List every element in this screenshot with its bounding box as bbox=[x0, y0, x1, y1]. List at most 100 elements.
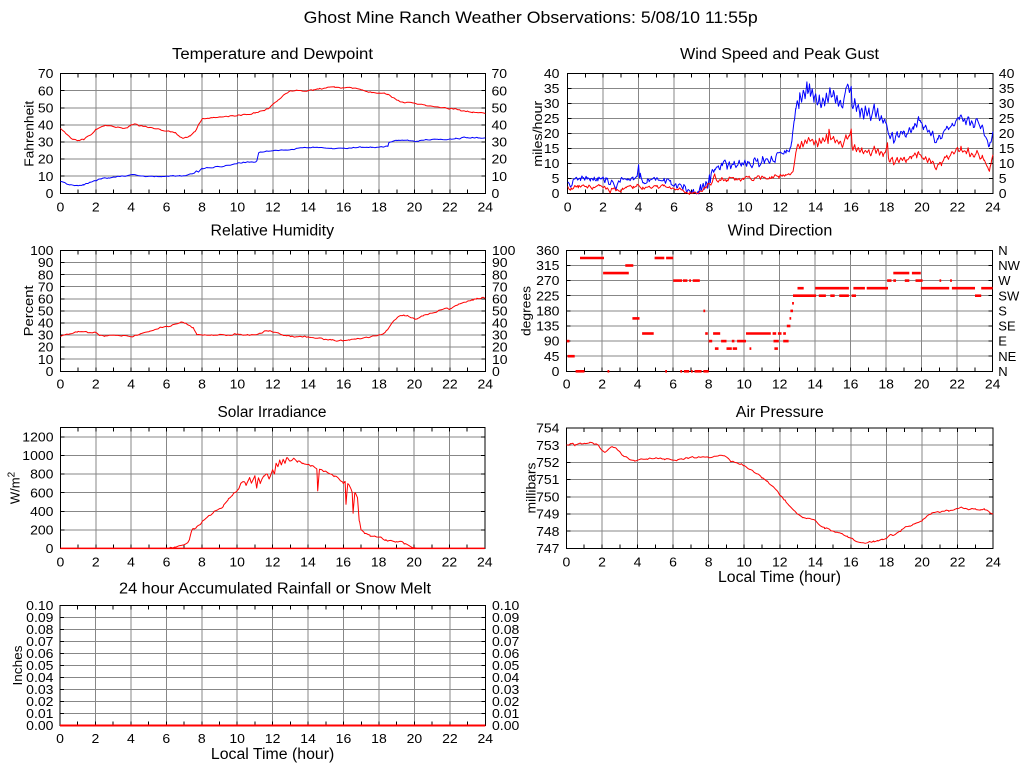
svg-text:0.04: 0.04 bbox=[26, 670, 53, 685]
svg-text:14: 14 bbox=[807, 377, 823, 392]
svg-text:0: 0 bbox=[46, 186, 54, 201]
svg-text:20: 20 bbox=[407, 199, 423, 214]
svg-text:0.00: 0.00 bbox=[26, 718, 53, 733]
svg-text:200: 200 bbox=[30, 522, 53, 537]
svg-text:18: 18 bbox=[878, 377, 894, 392]
svg-text:6: 6 bbox=[670, 199, 678, 214]
svg-text:15: 15 bbox=[544, 141, 560, 156]
svg-text:Fahrenheit: Fahrenheit bbox=[22, 100, 37, 166]
svg-text:20: 20 bbox=[38, 340, 54, 355]
svg-text:10: 10 bbox=[229, 731, 245, 746]
svg-text:50: 50 bbox=[38, 304, 54, 319]
svg-text:45: 45 bbox=[544, 349, 560, 364]
svg-text:80: 80 bbox=[38, 267, 54, 282]
svg-text:800: 800 bbox=[30, 467, 53, 482]
svg-text:millibars: millibars bbox=[523, 462, 538, 514]
svg-text:90: 90 bbox=[544, 334, 560, 349]
svg-text:18: 18 bbox=[879, 554, 895, 569]
svg-text:752: 752 bbox=[536, 455, 559, 470]
svg-text:14: 14 bbox=[808, 554, 824, 569]
svg-text:degrees: degrees bbox=[518, 285, 533, 336]
svg-text:12: 12 bbox=[773, 199, 789, 214]
svg-text:12: 12 bbox=[772, 377, 788, 392]
svg-text:24: 24 bbox=[478, 377, 494, 392]
svg-text:4: 4 bbox=[127, 199, 135, 214]
svg-text:60: 60 bbox=[38, 291, 54, 306]
svg-text:12: 12 bbox=[265, 377, 281, 392]
svg-text:50: 50 bbox=[492, 100, 508, 115]
svg-text:270: 270 bbox=[536, 273, 559, 288]
svg-text:Inches: Inches bbox=[10, 645, 25, 686]
svg-text:0: 0 bbox=[492, 364, 500, 379]
svg-text:20: 20 bbox=[492, 340, 508, 355]
svg-text:6: 6 bbox=[163, 199, 171, 214]
svg-text:2: 2 bbox=[92, 731, 100, 746]
svg-text:24: 24 bbox=[478, 731, 494, 746]
svg-text:100: 100 bbox=[492, 243, 515, 258]
svg-text:2: 2 bbox=[92, 554, 100, 569]
svg-text:225: 225 bbox=[536, 288, 559, 303]
svg-text:W: W bbox=[998, 273, 1011, 288]
svg-text:747: 747 bbox=[536, 541, 559, 556]
svg-text:16: 16 bbox=[843, 554, 859, 569]
svg-text:2: 2 bbox=[92, 199, 100, 214]
svg-text:70: 70 bbox=[38, 66, 54, 81]
svg-text:0.00: 0.00 bbox=[492, 718, 519, 733]
svg-text:10: 10 bbox=[38, 169, 54, 184]
svg-text:Local Time (hour): Local Time (hour) bbox=[211, 746, 334, 763]
svg-text:12: 12 bbox=[265, 731, 281, 746]
svg-text:20: 20 bbox=[914, 199, 930, 214]
svg-text:0: 0 bbox=[563, 554, 571, 569]
svg-text:5: 5 bbox=[999, 171, 1007, 186]
svg-text:0.02: 0.02 bbox=[26, 694, 53, 709]
svg-text:80: 80 bbox=[492, 267, 508, 282]
svg-text:754: 754 bbox=[536, 421, 559, 436]
svg-text:30: 30 bbox=[38, 135, 54, 150]
svg-text:24: 24 bbox=[985, 377, 1001, 392]
svg-text:0.09: 0.09 bbox=[492, 610, 519, 625]
svg-text:16: 16 bbox=[336, 377, 352, 392]
svg-text:2: 2 bbox=[92, 377, 100, 392]
svg-text:22: 22 bbox=[442, 377, 458, 392]
svg-text:18: 18 bbox=[879, 199, 895, 214]
svg-text:1200: 1200 bbox=[22, 430, 53, 445]
svg-text:22: 22 bbox=[442, 731, 458, 746]
svg-text:W/m2: W/m2 bbox=[7, 471, 23, 504]
svg-text:10: 10 bbox=[736, 554, 752, 569]
svg-text:0.09: 0.09 bbox=[26, 610, 53, 625]
svg-text:NE: NE bbox=[998, 349, 1016, 364]
svg-text:0.01: 0.01 bbox=[26, 706, 53, 721]
svg-text:6: 6 bbox=[669, 377, 677, 392]
svg-text:4: 4 bbox=[634, 377, 642, 392]
svg-text:14: 14 bbox=[808, 199, 824, 214]
svg-text:S: S bbox=[998, 304, 1007, 319]
svg-text:30: 30 bbox=[38, 328, 54, 343]
svg-text:SE: SE bbox=[998, 319, 1016, 334]
svg-text:14: 14 bbox=[301, 377, 317, 392]
svg-text:0.02: 0.02 bbox=[492, 694, 519, 709]
svg-text:16: 16 bbox=[843, 199, 859, 214]
svg-text:0.03: 0.03 bbox=[26, 682, 53, 697]
svg-text:14: 14 bbox=[300, 554, 316, 569]
svg-text:60: 60 bbox=[492, 291, 508, 306]
svg-text:4: 4 bbox=[634, 554, 642, 569]
svg-text:4: 4 bbox=[127, 554, 135, 569]
svg-text:10: 10 bbox=[492, 169, 508, 184]
svg-text:315: 315 bbox=[536, 258, 559, 273]
svg-text:20: 20 bbox=[999, 126, 1015, 141]
svg-text:40: 40 bbox=[999, 66, 1015, 81]
svg-text:0.05: 0.05 bbox=[26, 658, 53, 673]
svg-text:0: 0 bbox=[564, 199, 572, 214]
svg-text:12: 12 bbox=[772, 554, 788, 569]
svg-text:70: 70 bbox=[492, 279, 508, 294]
svg-text:8: 8 bbox=[198, 731, 206, 746]
svg-text:70: 70 bbox=[492, 66, 508, 81]
svg-text:749: 749 bbox=[536, 507, 559, 522]
svg-text:Wind Speed and Peak Gust: Wind Speed and Peak Gust bbox=[680, 46, 880, 63]
svg-text:22: 22 bbox=[950, 199, 966, 214]
svg-text:16: 16 bbox=[336, 554, 352, 569]
svg-text:0: 0 bbox=[46, 541, 54, 556]
svg-text:14: 14 bbox=[301, 199, 317, 214]
svg-text:20: 20 bbox=[406, 554, 422, 569]
svg-text:12: 12 bbox=[265, 554, 281, 569]
